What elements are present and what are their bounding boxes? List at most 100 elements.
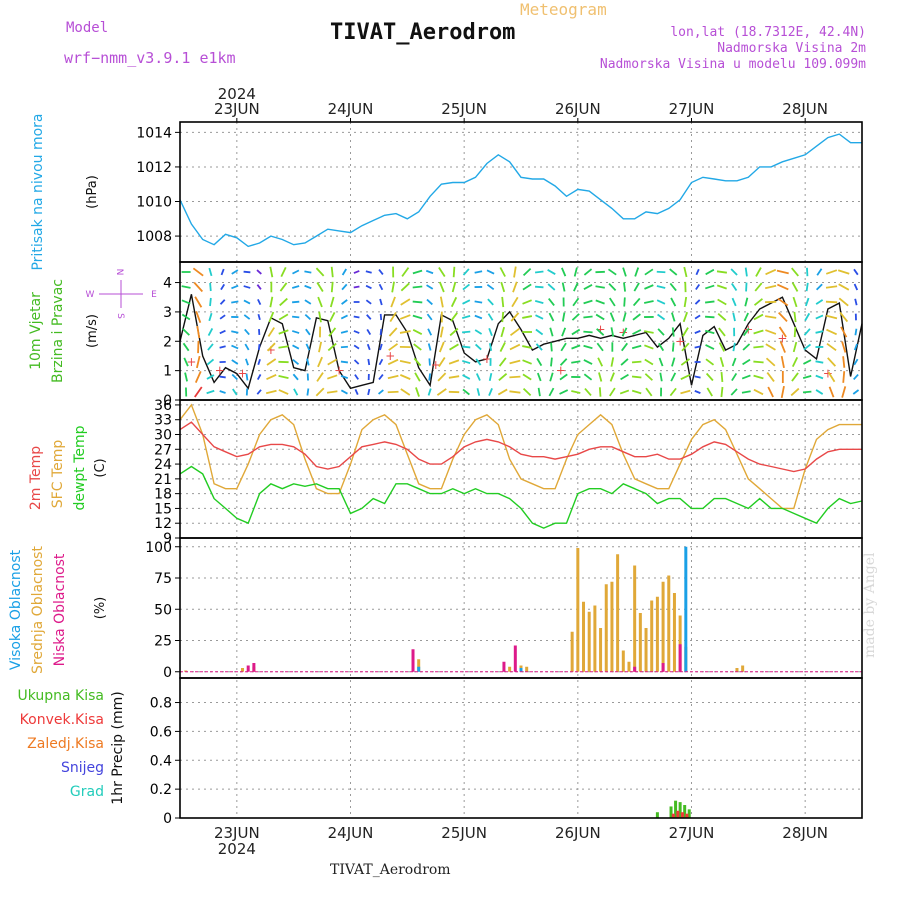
mid_cloud-bar (576, 548, 580, 672)
wind-arrow (194, 296, 203, 308)
wind-arrow (631, 360, 642, 364)
wind-arrow (194, 386, 203, 398)
wind-arrow (623, 282, 626, 292)
wind-arrow (318, 311, 322, 323)
wind-arrow (694, 390, 701, 394)
y-tick-label: 0.6 (150, 724, 172, 740)
wind-arrow (657, 328, 665, 336)
wind-arrow (474, 314, 483, 320)
wind-arrow (854, 328, 858, 336)
total_precip-bar (687, 809, 691, 818)
mid_cloud-bar (184, 670, 188, 672)
wind-arrow (269, 266, 274, 278)
wind-arrow (659, 372, 663, 382)
wind-arrow (656, 299, 666, 305)
wind-arrow (645, 387, 653, 397)
top-day-label: 24JUN (328, 100, 374, 118)
wind-arrow (497, 388, 508, 396)
wind-arrow (257, 313, 261, 321)
wind-arrow (609, 387, 616, 397)
wind-arrow (501, 311, 505, 323)
wind-arrow (437, 372, 447, 382)
wind-arrow (744, 267, 748, 277)
wind-arrow (609, 312, 615, 322)
mid_cloud-bar (570, 631, 574, 672)
wind-arrow (412, 300, 423, 304)
wind-arrow (330, 281, 334, 293)
wind-arrow (353, 344, 360, 350)
wind-arrow (536, 357, 543, 367)
wind-arrow (327, 358, 338, 366)
wind-arrow (793, 311, 797, 323)
wind-arrow (501, 296, 505, 308)
wind-arrow (852, 389, 860, 395)
wind-arrow (609, 372, 615, 382)
wind-arrow (694, 375, 701, 379)
wind-arrow (498, 357, 507, 367)
wind-axis-label: 10m Vjetar (28, 292, 44, 370)
wind-arrow (379, 313, 383, 321)
wind-arrow (622, 312, 627, 322)
mid_cloud-bar (604, 584, 608, 672)
wind-gust-mark: + (385, 349, 395, 363)
wind-arrow (245, 373, 249, 381)
wind-arrow (755, 267, 762, 277)
wind-arrow (367, 358, 371, 366)
y-tick-label: 1012 (136, 160, 172, 176)
wind-arrow (815, 299, 824, 305)
wind-arrow (547, 269, 556, 275)
wind-arrow (231, 269, 239, 275)
wind-arrow (816, 268, 823, 276)
wind-arrow (776, 283, 789, 291)
wind-arrow (243, 270, 251, 274)
wind-arrow (765, 329, 777, 335)
wind-arrow (840, 326, 848, 338)
top-day-label: 28JUN (782, 100, 828, 118)
wind-arrow (412, 314, 423, 320)
wind-arrow (450, 312, 458, 322)
precip-legend-item: Snijeg (61, 760, 104, 776)
high-cloud-axis-label: Visoka Oblacnost (8, 549, 24, 670)
mid-cloud-axis-label: Srednja Oblacnost (30, 546, 46, 674)
wind-arrow (399, 314, 411, 320)
wind-arrow (780, 355, 785, 369)
wind-arrow (231, 284, 239, 290)
wind-arrow (778, 326, 787, 338)
wind-arrow (266, 358, 277, 366)
y-tick-label: 4 (163, 276, 172, 292)
panel-frame (179, 537, 863, 679)
wind-arrow (305, 328, 311, 336)
wind-arrow (267, 327, 275, 337)
wind-arrow (512, 281, 518, 293)
wind-arrow (777, 297, 789, 307)
wind-arrow (278, 313, 289, 321)
wind-arrow (257, 298, 262, 306)
total_precip-bar (674, 800, 678, 818)
wind-arrow (500, 326, 506, 338)
wind-arrow (306, 388, 310, 396)
wind-arrow (330, 266, 334, 278)
wind-arrow (802, 374, 812, 380)
wind-arrow (209, 282, 212, 292)
wind-arrow (838, 283, 850, 291)
wind-arrow (536, 372, 542, 382)
wind-arrow (683, 266, 688, 278)
wind-arrow (561, 267, 567, 277)
wind-arrow (304, 284, 312, 290)
wind-arrow (183, 357, 189, 367)
wind-arrow (595, 313, 605, 321)
total_precip-bar (669, 806, 673, 818)
y-tick-label: 0.8 (150, 696, 172, 712)
wind-arrow (448, 375, 460, 379)
wind-arrow (207, 343, 214, 351)
wind-arrow (620, 373, 629, 381)
wind-arrow (428, 358, 431, 366)
top-day-label: 27JUN (669, 100, 715, 118)
wind-arrow (231, 344, 239, 350)
wind-arrow (717, 313, 727, 321)
mid_cloud-bar (644, 628, 648, 672)
wind-arrow (194, 371, 202, 383)
wind-arrow (377, 389, 384, 395)
wind-arrow (619, 389, 630, 395)
wind-arrow (572, 297, 580, 307)
